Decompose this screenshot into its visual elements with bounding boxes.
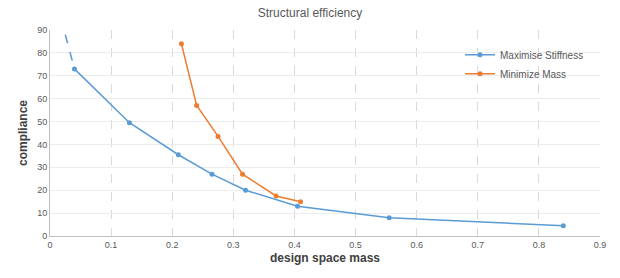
svg-text:0: 0	[42, 231, 47, 241]
svg-text:30: 30	[37, 162, 47, 172]
svg-text:50: 50	[37, 117, 47, 127]
svg-text:90: 90	[37, 25, 47, 35]
svg-text:Minimize Mass: Minimize Mass	[500, 69, 566, 80]
svg-text:0.3: 0.3	[227, 240, 240, 250]
svg-text:0.4: 0.4	[288, 240, 301, 250]
svg-text:20: 20	[37, 185, 47, 195]
svg-text:design space mass: design space mass	[270, 251, 380, 265]
svg-text:0.6: 0.6	[410, 240, 423, 250]
svg-text:70: 70	[37, 71, 47, 81]
svg-text:0.8: 0.8	[533, 240, 546, 250]
svg-text:compliance: compliance	[16, 100, 30, 166]
svg-text:0: 0	[47, 240, 52, 250]
svg-text:10: 10	[37, 208, 47, 218]
svg-text:80: 80	[37, 48, 47, 58]
svg-text:Structural efficiency: Structural efficiency	[258, 6, 363, 20]
svg-text:40: 40	[37, 140, 47, 150]
svg-text:0.9: 0.9	[594, 240, 607, 250]
svg-text:0.1: 0.1	[105, 240, 118, 250]
svg-text:0.5: 0.5	[349, 240, 362, 250]
svg-text:0.2: 0.2	[166, 240, 179, 250]
svg-text:0.7: 0.7	[472, 240, 485, 250]
svg-text:60: 60	[37, 94, 47, 104]
svg-text:Maximise Stiffness: Maximise Stiffness	[500, 50, 583, 61]
